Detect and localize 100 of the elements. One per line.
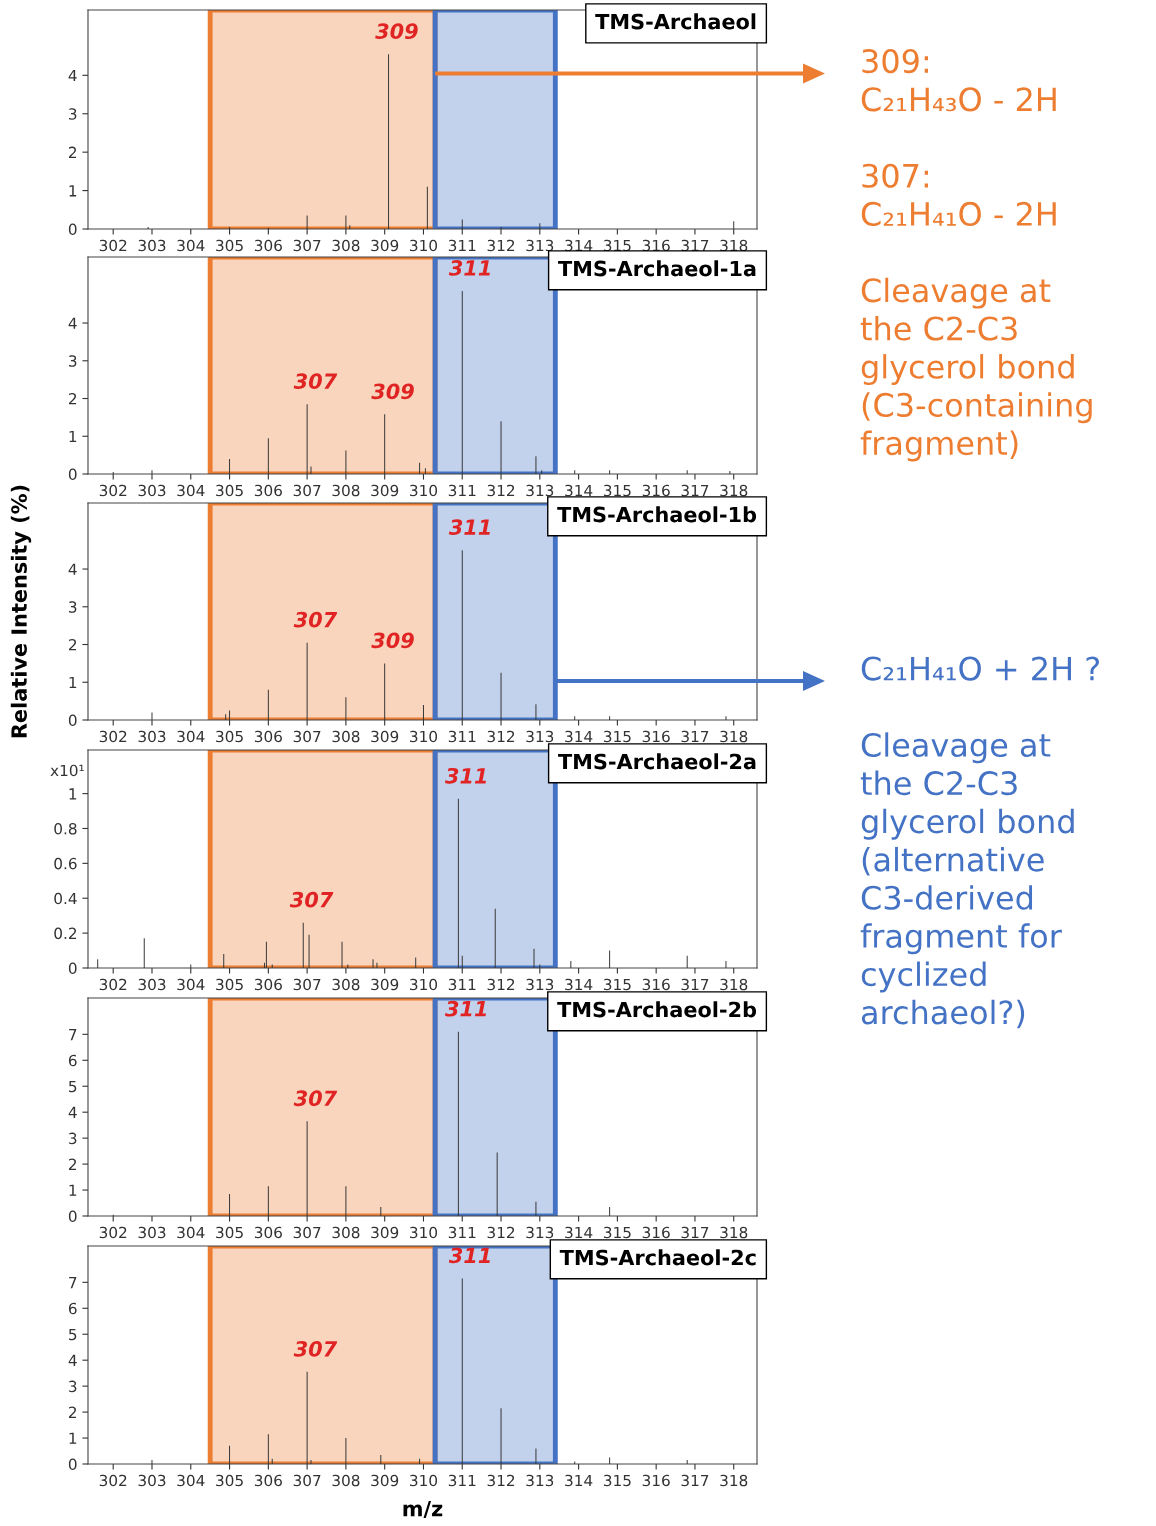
y-tick-label: 2 [68, 146, 77, 158]
x-tick-label: 309 [371, 1226, 399, 1239]
x-tick-label: 312 [487, 239, 515, 252]
annotation: 311 [448, 1247, 490, 1264]
x-tick-label: 307 [293, 1474, 321, 1487]
x-tick-label: 311 [448, 978, 476, 991]
x-tick-label: 303 [138, 484, 166, 497]
x-tick-label: 316 [642, 1226, 670, 1239]
y-tick-label: 0.4 [54, 892, 77, 905]
x-tick-label: 310 [410, 978, 438, 991]
x-tick-label: 305 [216, 978, 243, 991]
x-tick-label: 308 [332, 239, 360, 252]
y-tick-label: 7 [69, 1277, 77, 1289]
x-tick-label: 315 [603, 978, 631, 991]
y-tick-label: 1 [69, 185, 77, 197]
x-tick-label: 314 [565, 1474, 593, 1487]
x-tick-label: 305 [216, 730, 243, 743]
x-tick-label: 311 [448, 239, 476, 252]
x-tick-label: 306 [254, 730, 282, 743]
x-tick-label: 312 [487, 1474, 515, 1487]
x-tick-label: 312 [487, 484, 515, 497]
x-tick-label: 312 [487, 978, 515, 991]
y-tick-label: 1 [69, 1184, 77, 1196]
y-tick-label: 3 [69, 1132, 77, 1145]
x-tick-label: 309 [371, 239, 399, 252]
x-tick-label: 306 [254, 1474, 282, 1487]
annotation: 307 [293, 611, 338, 628]
x-tick-label: 315 [603, 730, 631, 743]
x-tick-label: 309 [371, 1474, 399, 1487]
y-tick-label: 0 [68, 223, 77, 236]
x-tick-label: 304 [177, 730, 205, 743]
x-tick-label: 304 [177, 978, 205, 991]
x-tick-label: 310 [410, 484, 438, 497]
x-tick-label: 316 [642, 978, 670, 991]
x-tick-label: 303 [138, 978, 166, 991]
x-tick-label: 316 [642, 730, 670, 743]
x-tick-label: 313 [526, 484, 554, 497]
x-tick-label: 317 [681, 730, 709, 743]
x-tick-label: 315 [603, 239, 631, 252]
x-tick-label: 311 [448, 484, 476, 497]
annotation: 309 [371, 383, 414, 400]
text: x10¹ [50, 764, 84, 777]
x-tick-label: 308 [332, 484, 360, 497]
chart-title: TMS-Archaeol-2a [558, 753, 756, 770]
y-tick-label: 3 [69, 601, 77, 613]
x-tick-label: 305 [216, 1474, 243, 1487]
x-tick-label: 307 [293, 239, 321, 252]
y-tick-label: 4 [68, 317, 77, 329]
x-tick-label: 303 [138, 239, 166, 252]
x-tick-label: 318 [720, 1226, 748, 1239]
x-tick-label: 316 [642, 239, 670, 252]
x-tick-label: 318 [720, 978, 748, 991]
y-tick-label: 0.6 [54, 857, 77, 870]
x-tick-label: 308 [332, 978, 360, 991]
chart-title: TMS-Archaeol-2c [559, 1249, 756, 1266]
annotation: 309 [375, 23, 418, 40]
x-tick-label: 304 [177, 239, 205, 252]
x-tick-label: 315 [603, 1474, 631, 1487]
y-tick-label: 4 [68, 1354, 77, 1366]
x-tick-label: 314 [565, 978, 593, 991]
y-tick-label: 4 [68, 563, 77, 575]
x-tick-label: 309 [371, 484, 399, 497]
y-tick-label: 5 [69, 1080, 77, 1093]
x-tick-label: 314 [565, 239, 593, 252]
y-tick-label: 3 [69, 355, 77, 367]
y-tick-label: 1 [69, 430, 77, 443]
y-tick-label: 3 [69, 1380, 77, 1393]
x-tick-label: 302 [99, 978, 127, 991]
x-tick-label: 315 [603, 1226, 631, 1239]
annotation: 311 [444, 767, 486, 784]
chart-title: TMS-Archaeol-2b [557, 1001, 757, 1018]
x-tick-label: 315 [603, 484, 631, 497]
annotation: 307 [293, 1340, 338, 1357]
x-tick-label: 311 [448, 730, 476, 743]
x-tick-label: 317 [681, 1474, 709, 1487]
x-tick-label: 307 [293, 730, 321, 743]
x-tick-label: 303 [138, 730, 166, 743]
y-tick-label: 7 [69, 1029, 77, 1041]
x-tick-label: 318 [720, 484, 748, 497]
y-tick-label: 2 [68, 638, 77, 651]
y-tick-label: 1 [69, 1432, 77, 1444]
annotation: 311 [448, 519, 490, 536]
x-tick-label: 306 [254, 484, 282, 497]
x-tick-label: 311 [448, 1226, 476, 1239]
x-tick-label: 310 [410, 239, 438, 252]
x-tick-label: 302 [99, 239, 127, 252]
x-tick-label: 316 [642, 484, 670, 497]
x-tick-label: 316 [642, 1474, 670, 1487]
x-tick-label: 310 [410, 1474, 438, 1487]
x-tick-label: 305 [216, 1226, 243, 1239]
y-tick-label: 2 [68, 1406, 77, 1418]
x-tick-label: 304 [177, 1226, 205, 1239]
x-tick-label: 302 [99, 1226, 127, 1239]
x-tick-label: 314 [565, 1226, 593, 1239]
y-tick-label: 2 [68, 1158, 77, 1170]
x-tick-label: 308 [332, 730, 360, 743]
x-tick-label: 313 [526, 978, 554, 991]
x-tick-label: 306 [254, 239, 282, 252]
chart-title: TMS-Archaeol-1b [557, 506, 757, 523]
x-tick-label: 304 [177, 1474, 205, 1487]
